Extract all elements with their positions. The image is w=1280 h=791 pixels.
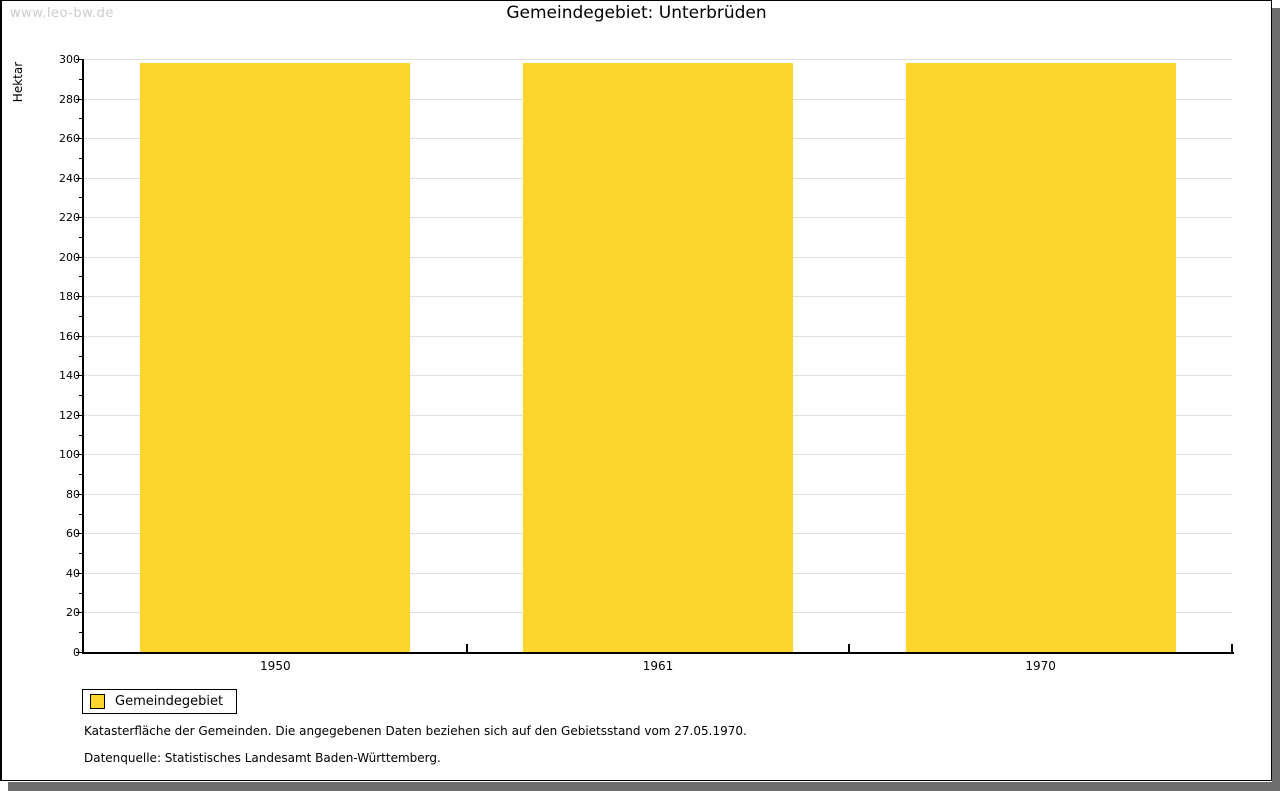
y-major-tick-180 bbox=[76, 296, 83, 298]
y-major-tick-120 bbox=[76, 414, 83, 416]
gridline-300 bbox=[84, 59, 1232, 60]
y-minor-tick-210 bbox=[79, 236, 83, 238]
y-tick-label-140: 140 bbox=[59, 369, 80, 383]
y-tick-label-300: 300 bbox=[59, 53, 80, 66]
y-tick-label-160: 160 bbox=[59, 329, 80, 343]
y-minor-tick-50 bbox=[79, 553, 83, 555]
y-minor-tick-230 bbox=[79, 197, 83, 199]
y-major-tick-220 bbox=[76, 217, 83, 219]
y-tick-label-220: 220 bbox=[59, 211, 80, 225]
y-tick-label-20: 20 bbox=[66, 606, 80, 620]
y-minor-tick-150 bbox=[79, 355, 83, 357]
bar-1950 bbox=[140, 62, 411, 652]
y-major-tick-160 bbox=[76, 335, 83, 337]
window-shadow-right bbox=[1272, 8, 1280, 791]
y-tick-label-60: 60 bbox=[66, 527, 80, 541]
y-major-tick-100 bbox=[76, 454, 83, 456]
y-minor-tick-10 bbox=[79, 632, 83, 634]
y-minor-tick-90 bbox=[79, 474, 83, 476]
y-minor-tick-110 bbox=[79, 434, 83, 436]
bar-chart: Hektar 0 20 40 60 80 100 120 140 160 180 200 220 240… bbox=[2, 1, 1271, 780]
x-category-tick-2 bbox=[848, 644, 851, 652]
y-tick-label-260: 260 bbox=[59, 132, 80, 146]
y-tick-label-240: 240 bbox=[59, 171, 80, 185]
legend: Gemeindegebiet bbox=[82, 689, 238, 714]
y-major-tick-0 bbox=[76, 652, 83, 653]
x-tick-label-1970: 1970 bbox=[1025, 659, 1056, 673]
y-minor-tick-130 bbox=[79, 395, 83, 397]
y-major-tick-300 bbox=[76, 59, 83, 60]
legend-label: Gemeindegebiet bbox=[115, 694, 224, 709]
y-major-tick-280 bbox=[76, 98, 83, 100]
y-major-tick-240 bbox=[76, 177, 83, 179]
y-minor-tick-270 bbox=[79, 118, 83, 120]
y-tick-label-180: 180 bbox=[59, 290, 80, 304]
footer-source: Datenquelle: Statistisches Landesamt Bad… bbox=[84, 751, 441, 765]
x-tick-label-1961: 1961 bbox=[642, 659, 674, 673]
y-tick-label-0: 0 bbox=[73, 646, 80, 659]
y-axis-line bbox=[82, 59, 84, 654]
y-major-tick-260 bbox=[76, 138, 83, 140]
y-tick-label-280: 280 bbox=[59, 92, 80, 106]
y-tick-label-200: 200 bbox=[59, 250, 80, 264]
y-minor-tick-170 bbox=[79, 315, 83, 317]
y-minor-tick-250 bbox=[79, 157, 83, 159]
y-major-tick-60 bbox=[76, 533, 83, 535]
x-category-tick-3 bbox=[1231, 644, 1233, 652]
y-minor-tick-190 bbox=[79, 276, 83, 278]
y-major-tick-20 bbox=[76, 612, 83, 614]
y-major-tick-40 bbox=[76, 572, 83, 574]
y-tick-label-40: 40 bbox=[66, 566, 80, 580]
footer-note: Katasterfläche der Gemeinden. Die angege… bbox=[84, 724, 747, 738]
y-tick-label-80: 80 bbox=[66, 487, 80, 501]
y-minor-tick-70 bbox=[79, 513, 83, 515]
bar-1961 bbox=[523, 62, 793, 652]
legend-swatch bbox=[90, 694, 105, 709]
y-major-tick-140 bbox=[76, 375, 83, 377]
y-tick-label-120: 120 bbox=[59, 408, 80, 422]
y-minor-tick-290 bbox=[79, 78, 83, 80]
y-major-tick-200 bbox=[76, 256, 83, 258]
bar-1970 bbox=[905, 62, 1176, 652]
y-minor-tick-30 bbox=[79, 592, 83, 594]
y-axis-label: Hektar bbox=[11, 61, 25, 103]
y-tick-label-100: 100 bbox=[59, 448, 80, 462]
window-shadow-bottom bbox=[8, 782, 1272, 791]
watermark: www.leo-bw.de bbox=[10, 6, 114, 21]
y-major-tick-80 bbox=[76, 493, 83, 495]
x-axis-line bbox=[82, 652, 1234, 654]
x-tick-label-1950: 1950 bbox=[260, 659, 291, 673]
page-title: Gemeindegebiet: Unterbrüden bbox=[506, 3, 767, 23]
x-category-tick-1 bbox=[465, 644, 468, 652]
